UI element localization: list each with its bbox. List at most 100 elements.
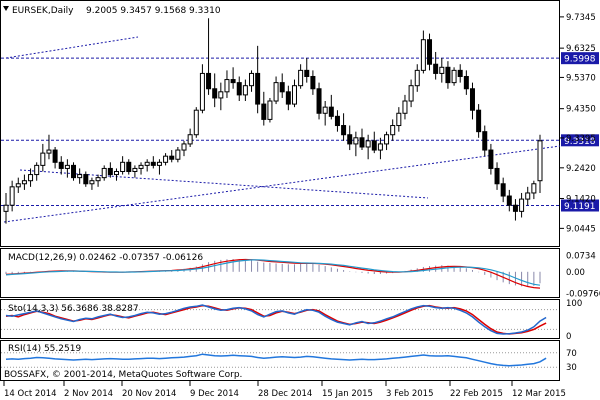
candle-body: [525, 192, 531, 200]
rsi-panel-frame: [0, 340, 560, 381]
y-tick-label: 9.2420: [566, 164, 596, 174]
candle-body: [390, 125, 396, 136]
candle-body: [64, 164, 70, 169]
candle-body: [384, 134, 390, 145]
candle-body: [488, 149, 494, 169]
price-panel-frame: [0, 0, 560, 247]
candle-body: [224, 79, 230, 93]
stochastic-line: [5, 304, 547, 335]
trendline-support: [3, 145, 561, 223]
candle-body: [476, 109, 482, 133]
candle-body: [322, 106, 328, 114]
candle-body: [482, 131, 488, 151]
candle-body: [537, 140, 543, 182]
candle-body: [310, 75, 316, 90]
x-tick-label: 3 Feb 2015: [386, 389, 434, 399]
y-tick-label: 9.4350: [566, 105, 596, 115]
y-tick-label: 9.1420: [566, 194, 596, 204]
stochastic-y-tick-label: 100: [566, 299, 582, 309]
x-tick-label: 20 Nov 2014: [122, 389, 176, 399]
candle-body: [353, 137, 359, 145]
candle-body: [52, 149, 58, 163]
candle-body: [414, 69, 420, 87]
candle-body: [163, 155, 169, 163]
candle-body: [199, 72, 205, 111]
level-badge: [561, 52, 599, 65]
candle-body: [402, 100, 408, 114]
candle-body: [249, 72, 255, 87]
candle-body: [334, 115, 340, 127]
price-layer: 9.5998 9.3318 9.1191: [1, 18, 599, 224]
candle-body: [242, 85, 248, 96]
candle-body: [494, 167, 500, 185]
axis-layer: 9.7345 9.6325 9.5370 9.4350 9.3395 9.2420 9.14…: [3, 13, 600, 399]
candle-body: [506, 195, 512, 206]
candle-body: [279, 82, 285, 93]
candle-body: [463, 75, 469, 90]
x-tick-label: 15 Jan 2015: [322, 389, 373, 399]
candle-body: [304, 69, 310, 77]
rsi-y-tick-label: 70: [566, 349, 577, 359]
candle-body: [193, 109, 199, 136]
candle-body: [175, 149, 181, 160]
candle-body: [273, 82, 279, 102]
y-tick-label: 9.6325: [566, 44, 596, 54]
rsi-layer: [1, 352, 559, 368]
rsi-y-tick-label: 30: [566, 363, 577, 373]
candle-body: [420, 39, 426, 71]
y-tick-label: 9.3395: [566, 134, 596, 144]
candle-body: [371, 140, 377, 151]
candle-body: [457, 69, 463, 77]
candle-body: [267, 100, 273, 120]
candle-body: [40, 152, 46, 166]
candle-body: [218, 91, 224, 99]
macd-line: [5, 259, 541, 286]
macd-panel-frame: [0, 248, 560, 298]
candle-body: [3, 204, 9, 212]
stochastic-line: [5, 304, 547, 335]
candle-body: [15, 183, 21, 188]
candle-body: [377, 143, 383, 151]
candle-body: [469, 88, 475, 111]
candle-body: [77, 174, 83, 179]
candle-body: [28, 174, 34, 182]
candle-body: [328, 106, 334, 117]
candle-body: [451, 69, 457, 84]
x-tick-label: 2 Nov 2014: [64, 389, 113, 399]
candle-body: [439, 66, 445, 74]
candle-body: [83, 174, 89, 185]
candle-body: [21, 180, 27, 185]
x-tick-label: 28 Dec 2014: [258, 389, 312, 399]
candle-body: [107, 167, 113, 176]
candle-body: [298, 69, 304, 87]
y-tick-label: 9.5370: [566, 73, 596, 83]
candle-body: [396, 112, 402, 127]
candle-body: [120, 161, 126, 173]
candle-body: [187, 134, 193, 145]
candle-body: [255, 72, 261, 105]
candle-body: [126, 161, 132, 173]
level-label: 9.3318: [564, 137, 596, 147]
candle-body: [150, 161, 156, 166]
candle-body: [230, 79, 236, 84]
candle-body: [291, 85, 297, 105]
candle-body: [101, 167, 107, 179]
level-label: 9.1191: [564, 202, 596, 212]
watermark-text: BOSSAFX, © 2001-2014, MetaQuotes Softwar…: [4, 370, 242, 380]
candle-body: [316, 88, 322, 114]
stochastic-y-tick-label: 0: [566, 332, 571, 342]
macd-y-tick-label: -0.09766: [566, 289, 600, 299]
x-tick-label: 22 Feb 2015: [450, 389, 503, 399]
candle-body: [261, 103, 267, 120]
candle-body: [206, 72, 212, 90]
macd-y-tick-label: 0.00: [566, 268, 585, 278]
candle-body: [512, 204, 518, 212]
candle-body: [71, 164, 77, 179]
candle-body: [236, 82, 242, 96]
level-badge: [561, 199, 599, 212]
candle-body: [365, 140, 371, 148]
candle-body: [531, 183, 537, 194]
candle-body: [138, 164, 144, 169]
candle-body: [156, 161, 162, 166]
